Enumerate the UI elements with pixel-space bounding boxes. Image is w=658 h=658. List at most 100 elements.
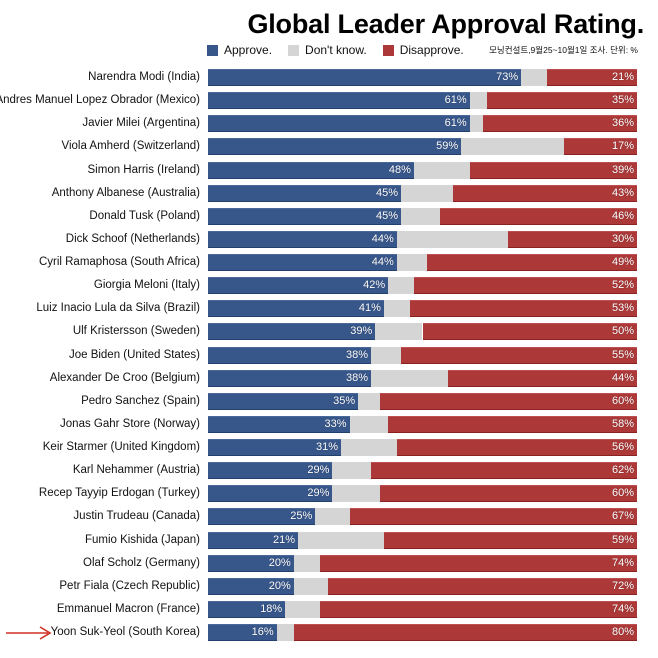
bar-dont-know-cyril-ramaphosa-south-africa — [396, 254, 427, 271]
value-label-approve-javier-milei-argentina: 61% — [444, 117, 467, 129]
bar-dont-know-dick-schoof-netherlands — [396, 231, 509, 248]
category-label-olaf-scholz-germany: Olaf Scholz (Germany) — [83, 557, 200, 569]
category-label-karl-nehammer-austria: Karl Nehammer (Austria) — [72, 464, 200, 476]
value-label-disapprove-keir-starmer-united-kingdom: 56% — [611, 441, 634, 453]
legend-swatch-approve — [207, 44, 218, 56]
bar-approve-narendra-modi-india — [208, 69, 522, 86]
bar-dont-know-jonas-gahr-store-norway — [349, 416, 389, 433]
bar-approve-petr-fiala-czech-republic — [208, 578, 294, 595]
bar-disapprove-andres-manuel-lopez-obrador-mexico — [486, 92, 637, 109]
legend-item-disapprove: Disapprove. — [382, 43, 464, 57]
bar-disapprove-giorgia-meloni-italy — [413, 277, 637, 294]
bar-disapprove-anthony-albanese-australia — [452, 185, 637, 202]
category-label-fumio-kishida-japan: Fumio Kishida (Japan) — [84, 534, 200, 546]
category-label-giorgia-meloni-italy: Giorgia Meloni (Italy) — [93, 279, 200, 291]
bar-disapprove-luiz-inacio-lula-da-silva-brazil — [409, 300, 637, 317]
value-label-disapprove-simon-harris-ireland: 39% — [611, 164, 634, 176]
bar-dont-know-joe-biden-united-states — [371, 347, 402, 364]
bar-approve-fumio-kishida-japan — [208, 532, 299, 549]
bar-disapprove-recep-tayyip-erdogan-turkey — [379, 485, 637, 502]
bar-dont-know-petr-fiala-czech-republic — [293, 578, 329, 595]
bar-disapprove-pedro-sanchez-spain — [379, 393, 637, 410]
value-label-approve-anthony-albanese-australia: 45% — [376, 187, 399, 199]
value-label-approve-ulf-kristersson-sweden: 39% — [350, 325, 373, 337]
bar-dont-know-justin-trudeau-canada — [315, 508, 350, 525]
bar-disapprove-simon-harris-ireland — [469, 162, 637, 179]
category-label-jonas-gahr-store-norway: Jonas Gahr Store (Norway) — [60, 418, 200, 430]
category-label-anthony-albanese-australia: Anthony Albanese (Australia) — [51, 187, 200, 199]
bar-disapprove-javier-milei-argentina — [482, 115, 637, 132]
bar-approve-luiz-inacio-lula-da-silva-brazil — [208, 300, 384, 317]
legend-swatch-disapprove — [382, 44, 394, 56]
bar-disapprove-emmanuel-macron-france — [319, 601, 637, 618]
value-label-approve-justin-trudeau-canada: 25% — [290, 510, 313, 522]
value-label-disapprove-pedro-sanchez-spain: 60% — [611, 395, 634, 407]
bar-dont-know-simon-harris-ireland — [413, 162, 470, 179]
value-label-approve-keir-starmer-united-kingdom: 31% — [315, 441, 338, 453]
bar-approve-keir-starmer-united-kingdom — [208, 439, 341, 456]
value-label-disapprove-ulf-kristersson-sweden: 50% — [611, 325, 634, 337]
bar-disapprove-ulf-kristersson-sweden — [422, 323, 637, 340]
bar-dont-know-karl-nehammer-austria — [332, 462, 372, 479]
value-label-disapprove-jonas-gahr-store-norway: 58% — [611, 418, 634, 430]
value-label-approve-pedro-sanchez-spain: 35% — [333, 395, 356, 407]
bar-disapprove-keir-starmer-united-kingdom — [396, 439, 637, 456]
value-label-approve-alexander-de-croo-belgium: 38% — [345, 372, 369, 384]
bar-dont-know-fumio-kishida-japan — [298, 532, 384, 549]
category-label-alexander-de-croo-belgium: Alexander De Croo (Belgium) — [49, 372, 200, 384]
category-label-joe-biden-united-states: Joe Biden (United States) — [68, 349, 200, 361]
value-label-approve-fumio-kishida-japan: 21% — [273, 534, 296, 546]
bar-approve-joe-biden-united-states — [208, 347, 372, 364]
bar-approve-dick-schoof-netherlands — [208, 231, 397, 248]
bar-approve-recep-tayyip-erdogan-turkey — [208, 485, 333, 502]
bar-dont-know-emmanuel-macron-france — [285, 601, 320, 618]
value-label-disapprove-yoon-suk-yeol-south-korea: 80% — [611, 626, 634, 638]
value-label-approve-donald-tusk-poland: 45% — [376, 210, 399, 222]
bar-dont-know-viola-amherd-switzerland — [461, 138, 565, 155]
bar-disapprove-olaf-scholz-germany — [319, 555, 637, 572]
bar-dont-know-andres-manuel-lopez-obrador-mexico — [469, 92, 487, 109]
legend-label-dont-know: Don't know. — [305, 43, 367, 57]
value-label-disapprove-petr-fiala-czech-republic: 72% — [611, 580, 634, 592]
value-label-approve-karl-nehammer-austria: 29% — [307, 464, 330, 476]
category-label-keir-starmer-united-kingdom: Keir Starmer (United Kingdom) — [42, 441, 200, 453]
value-label-disapprove-javier-milei-argentina: 36% — [611, 117, 634, 129]
value-label-approve-yoon-suk-yeol-south-korea: 16% — [251, 626, 274, 638]
bar-dont-know-keir-starmer-united-kingdom — [340, 439, 397, 456]
bar-disapprove-jonas-gahr-store-norway — [388, 416, 637, 433]
bar-disapprove-karl-nehammer-austria — [371, 462, 637, 479]
legend-item-approve: Approve. — [207, 43, 272, 57]
bar-approve-simon-harris-ireland — [208, 162, 414, 179]
bar-approve-ulf-kristersson-sweden — [208, 323, 376, 340]
bar-disapprove-petr-fiala-czech-republic — [328, 578, 637, 595]
value-label-approve-petr-fiala-czech-republic: 20% — [268, 580, 291, 592]
bar-approve-cyril-ramaphosa-south-africa — [208, 254, 397, 271]
legend-label-approve: Approve. — [224, 43, 273, 57]
bar-approve-justin-trudeau-canada — [208, 508, 316, 525]
bar-dont-know-anthony-albanese-australia — [401, 185, 453, 202]
bar-dont-know-ulf-kristersson-sweden — [375, 323, 423, 340]
category-label-javier-milei-argentina: Javier Milei (Argentina) — [82, 117, 200, 129]
bar-dont-know-narendra-modi-india — [521, 69, 547, 86]
bar-dont-know-giorgia-meloni-italy — [388, 277, 414, 294]
value-label-disapprove-viola-amherd-switzerland: 17% — [611, 140, 634, 152]
legend-label-disapprove: Disapprove. — [399, 43, 464, 57]
value-label-disapprove-anthony-albanese-australia: 43% — [611, 187, 634, 199]
value-label-approve-olaf-scholz-germany: 20% — [268, 557, 291, 569]
value-label-approve-viola-amherd-switzerland: 59% — [436, 140, 459, 152]
bar-approve-alexander-de-croo-belgium — [208, 370, 372, 387]
category-label-dick-schoof-netherlands: Dick Schoof (Netherlands) — [65, 233, 200, 245]
category-label-yoon-suk-yeol-south-korea: Yoon Suk-Yeol (South Korea) — [50, 626, 200, 638]
bar-approve-emmanuel-macron-france — [208, 601, 286, 618]
value-label-disapprove-luiz-inacio-lula-da-silva-brazil: 53% — [611, 302, 634, 314]
value-label-approve-narendra-modi-india: 73% — [496, 71, 519, 83]
bar-approve-giorgia-meloni-italy — [208, 277, 389, 294]
legend-item-dont-know: Don't know. — [288, 43, 367, 57]
bar-dont-know-alexander-de-croo-belgium — [371, 370, 449, 387]
value-label-disapprove-justin-trudeau-canada: 67% — [611, 510, 634, 522]
bar-disapprove-donald-tusk-poland — [439, 208, 637, 225]
category-label-andres-manuel-lopez-obrador-mexico: Andres Manuel Lopez Obrador (Mexico) — [0, 94, 200, 106]
bar-approve-viola-amherd-switzerland — [208, 138, 462, 155]
bar-approve-olaf-scholz-germany — [208, 555, 294, 572]
